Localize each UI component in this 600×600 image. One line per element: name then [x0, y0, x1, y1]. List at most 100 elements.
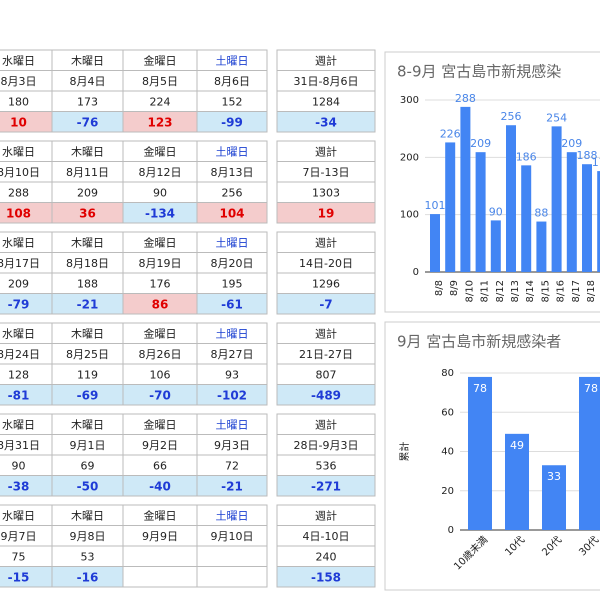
x-tick-label: 8/15 [540, 280, 551, 302]
bar [490, 220, 501, 272]
cell-text: 8月20日 [211, 257, 254, 270]
y-tick-label: 0 [413, 267, 419, 278]
table-cell [276, 202, 376, 224]
cell-text: 21日-27日 [299, 348, 353, 361]
cell-text: -79 [8, 297, 30, 311]
cell-text: -134 [145, 206, 175, 220]
cell-text: -70 [149, 388, 171, 402]
cell-text: 9月8日 [70, 530, 106, 543]
cell-text: -99 [221, 115, 243, 129]
cell-text: 8月13日 [211, 166, 254, 179]
y-tick-label: 0 [448, 525, 454, 536]
cell-text: 8月6日 [214, 75, 250, 88]
cell-text: 180 [8, 95, 29, 108]
x-tick-label: 8/14 [525, 280, 536, 302]
table-cell [196, 566, 268, 588]
cell-text: 807 [316, 368, 337, 381]
cell-text: 31日-8月6日 [294, 75, 359, 88]
bar [505, 433, 529, 530]
data-label: 256 [501, 110, 522, 123]
data-label: 209 [561, 137, 582, 150]
cell-text: 1296 [312, 277, 340, 290]
table-cell [0, 454, 53, 476]
bar [597, 171, 600, 272]
cell-text: 水曜日 [2, 509, 35, 522]
table-cell [196, 384, 268, 406]
cell-text: -21 [77, 297, 99, 311]
cell-text: -7 [319, 297, 332, 311]
cell-text: -271 [311, 479, 341, 493]
table-cell [276, 384, 376, 406]
cell-text: 週計 [315, 326, 337, 340]
cell-text: 8月5日 [142, 75, 178, 88]
cell-text: 8月26日 [139, 348, 182, 361]
table-cell [276, 566, 376, 588]
y-axis-label: 累計 [398, 442, 411, 462]
cell-text: 536 [316, 459, 337, 472]
cell-text: 金曜日 [144, 53, 177, 67]
bar [506, 125, 516, 272]
cell-text: 8月11日 [66, 166, 109, 179]
cell-text: -34 [315, 115, 337, 129]
table-cell [276, 293, 376, 315]
bar [566, 152, 577, 272]
chart-title: 9月 宮古島市新規感染者 [397, 333, 561, 351]
bar [445, 142, 456, 272]
table-cell [196, 475, 268, 497]
table-cell [276, 111, 376, 133]
cell-text: -61 [221, 297, 243, 311]
cell-text: 1284 [312, 95, 340, 108]
cell-text: 水曜日 [2, 418, 35, 431]
bar [579, 376, 600, 530]
cell-text: 209 [8, 277, 29, 290]
bar [536, 221, 547, 272]
y-tick-label: 300 [400, 95, 419, 106]
bar [582, 164, 592, 272]
x-tick-label: 8/8 [434, 280, 445, 296]
cell-text: 木曜日 [71, 236, 104, 249]
cell-text: 123 [147, 115, 172, 129]
data-label: 78 [584, 382, 598, 395]
data-label: 226 [440, 127, 461, 140]
cell-text: 69 [81, 459, 95, 472]
cell-text: 104 [219, 206, 244, 220]
cell-text: 173 [77, 95, 98, 108]
bar [551, 126, 562, 272]
x-tick-label: 8/16 [556, 280, 567, 302]
cell-text: 週計 [315, 508, 337, 522]
cell-text: 9月9日 [142, 530, 178, 543]
cell-text: 8月18日 [66, 257, 109, 270]
cell-text: 28日-9月3日 [294, 439, 359, 452]
cell-text: 36 [79, 206, 96, 220]
cell-text: 108 [6, 206, 31, 220]
cell-text: 8月3日 [1, 75, 37, 88]
chart-panel [384, 321, 600, 591]
table-cell [196, 545, 268, 567]
cell-text: 10 [10, 115, 27, 129]
cell-text: 86 [152, 297, 169, 311]
cell-text: 209 [77, 186, 98, 199]
cell-text: 195 [222, 277, 243, 290]
data-label: 288 [455, 92, 476, 105]
chart-title: 8-9月 宮古島市新規感染 [397, 63, 561, 81]
cell-text: 224 [150, 95, 171, 108]
data-label: 49 [510, 439, 524, 452]
x-tick-label: 8/11 [480, 280, 491, 302]
cell-text: 4日-10日 [303, 530, 350, 543]
cell-text: 14日-20日 [299, 257, 353, 270]
bar [475, 152, 486, 272]
table-cell [196, 111, 268, 133]
cell-text: 週計 [315, 144, 337, 158]
cell-text: 木曜日 [71, 509, 104, 522]
cell-text: 金曜日 [144, 508, 177, 522]
cell-text: 8月31日 [0, 439, 40, 452]
cell-text: 9月1日 [70, 439, 106, 452]
cell-text: 土曜日 [216, 327, 249, 340]
y-tick-label: 60 [441, 407, 454, 418]
cell-text: -40 [149, 479, 171, 493]
cell-text: 週計 [315, 235, 337, 249]
cell-text: -158 [311, 570, 341, 584]
cell-text: 8月10日 [0, 166, 40, 179]
cell-text: -38 [8, 479, 30, 493]
